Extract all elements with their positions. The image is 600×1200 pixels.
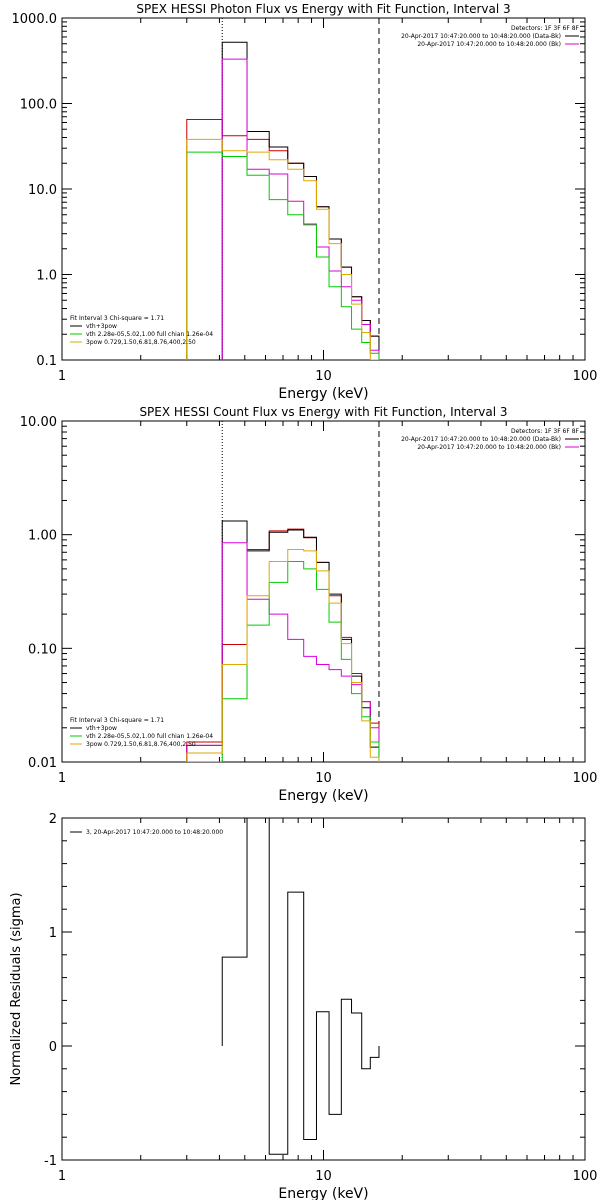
- y-axis: 0.1 1.0 10.0 100.0 1000.0: [12, 12, 585, 369]
- y-tick-label: 0: [49, 1040, 57, 1055]
- x-tick-label: 100: [573, 1169, 598, 1184]
- chart-title: SPEX HESSI Photon Flux vs Energy with Fi…: [136, 2, 510, 16]
- series-group: [186, 520, 380, 762]
- legend: Fit Interval 3 Chi-square = 1.71vth+3pow…: [70, 315, 213, 346]
- y-axis-label: Normalized Residuals (sigma): [9, 892, 24, 1085]
- chart-panel-2: 1 10 100 0.01 0.10 1.00 10.00 SPEX HESSI Count …: [20, 405, 598, 804]
- plot-frame: [61, 17, 586, 361]
- series-line-4: [186, 151, 380, 360]
- x-tick-label: 1: [58, 369, 66, 384]
- legend-label: 20-Apr-2017 10:47:20.000 to 10:48:20.000…: [417, 41, 561, 48]
- x-axis: 1 10 100: [58, 818, 598, 1184]
- series-line-3: [186, 542, 380, 762]
- series-line-1: [186, 528, 380, 762]
- x-axis-label: Energy (keV): [278, 1186, 368, 1200]
- chart-title: SPEX HESSI Count Flux vs Energy with Fit…: [139, 405, 507, 419]
- legend-label: 20-Apr-2017 10:47:20.000 to 10:48:20.000…: [417, 444, 561, 451]
- series-line-5: [186, 138, 380, 360]
- series-line-1: [186, 118, 380, 360]
- x-tick-label: 1: [58, 1169, 66, 1184]
- y-tick-label: 10.00: [20, 415, 57, 430]
- legend-label: vth 2.28e-05,5.02,1.00 full chian 1.26e-…: [86, 331, 213, 338]
- series-group: [221, 818, 380, 1155]
- y-tick-label: 1.0: [36, 269, 57, 284]
- x-axis: 1 10 100: [58, 421, 598, 786]
- legend-label: 20-Apr-2017 10:47:20.000 to 10:48:20.000…: [401, 436, 561, 443]
- y-axis: 0.01 0.10 1.00 10.00: [20, 415, 585, 771]
- legend-label: 3, 20-Apr-2017 10:47:20.000 to 10:48:20.…: [86, 829, 223, 836]
- x-tick-label: 100: [573, 369, 598, 384]
- legend-label: 3pow 0.729,1.50,6.81,8.76,400,2.50: [86, 741, 196, 748]
- x-axis-label: Energy (keV): [278, 788, 368, 804]
- series-line-5: [186, 549, 380, 762]
- chart-panel-1: 1 10 100 0.1 1.0 10.0 100.0 1000.0 SPEX HESSI Ph…: [12, 2, 598, 402]
- plot-frame: [61, 420, 586, 763]
- x-tick-label: 10: [315, 771, 332, 786]
- chart-panel-3: 1 10 100 -1 0 1 2 Energy (keV) Normalized Residu…: [9, 812, 597, 1200]
- legend-header: Detectors: 1F 3F 6F 8F: [511, 428, 580, 435]
- y-tick-label: 2: [49, 812, 57, 827]
- y-tick-label: 1000.0: [12, 12, 58, 27]
- series-group: [186, 41, 380, 360]
- y-tick-label: 0.10: [28, 642, 57, 657]
- plot-frame: [61, 817, 586, 1161]
- series-line-1: [221, 818, 380, 1155]
- legend-header: Fit Interval 3 Chi-square = 1.71: [70, 717, 164, 724]
- y-tick-label: 0.01: [28, 756, 57, 771]
- legend-label: vth+3pow: [86, 725, 117, 732]
- legend-header: Fit Interval 3 Chi-square = 1.71: [70, 315, 164, 322]
- y-tick-label: -1: [44, 1154, 57, 1169]
- legend-label: 3pow 0.729,1.50,6.81,8.76,400,2.50: [86, 339, 196, 346]
- legend-label: vth+3pow: [86, 323, 117, 330]
- x-tick-label: 10: [315, 369, 332, 384]
- y-tick-label: 100.0: [20, 98, 57, 113]
- series-line-2: [221, 41, 380, 360]
- legend-label: vth 2.28e-05,5.02,1.00 full chian 1.26e-…: [86, 733, 213, 740]
- y-tick-label: 10.0: [28, 183, 57, 198]
- legend: 3, 20-Apr-2017 10:47:20.000 to 10:48:20.…: [70, 829, 223, 836]
- x-axis-label: Energy (keV): [278, 386, 368, 402]
- legend-label: 20-Apr-2017 10:47:20.000 to 10:48:20.000…: [401, 33, 561, 40]
- x-axis: 1 10 100: [58, 18, 598, 384]
- x-tick-label: 1: [58, 771, 66, 786]
- y-tick-label: 1: [49, 926, 57, 941]
- series-line-4: [186, 561, 380, 762]
- x-tick-label: 100: [573, 771, 598, 786]
- series-line-3: [221, 58, 380, 360]
- y-tick-label: 1.00: [28, 529, 57, 544]
- legend: Fit Interval 3 Chi-square = 1.71vth+3pow…: [70, 717, 213, 748]
- y-tick-label: 0.1: [36, 354, 57, 369]
- y-axis: -1 0 1 2: [44, 812, 585, 1169]
- series-line-2: [186, 520, 380, 762]
- x-tick-label: 10: [315, 1169, 332, 1184]
- legend-header: Detectors: 1F 3F 6F 8F: [511, 25, 580, 32]
